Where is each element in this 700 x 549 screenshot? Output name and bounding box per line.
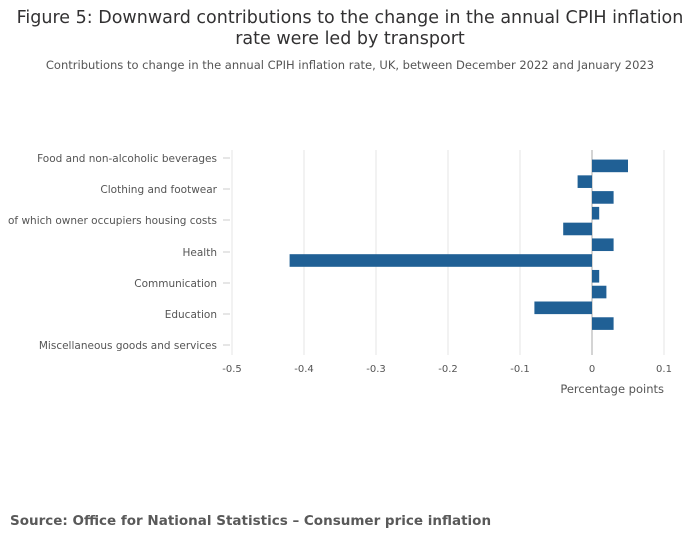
x-tick-label: 0: [589, 364, 595, 375]
bar: [592, 159, 628, 173]
category-label: Health: [183, 247, 217, 259]
category-label: Communication: [134, 278, 217, 290]
bar: [289, 254, 592, 267]
chart-subtitle: Contributions to change in the annual CP…: [45, 58, 655, 72]
category-label: Education: [165, 309, 217, 321]
bar: [592, 206, 600, 220]
x-tick-label: -0.5: [222, 364, 242, 375]
category-label: Clothing and footwear: [100, 184, 217, 196]
x-axis-title: Percentage points: [560, 382, 664, 396]
x-tick-label: 0.1: [656, 364, 672, 375]
x-tick-label: -0.4: [294, 364, 314, 375]
x-axis-ticks: -0.5 -0.4 -0.3 -0.2 -0.1 0 0.1: [222, 364, 672, 375]
category-label: of which owner occupiers housing costs: [8, 215, 217, 227]
bar: [534, 301, 592, 315]
x-tick-label: -0.2: [438, 364, 458, 375]
bar: [592, 317, 614, 330]
x-tick-label: -0.3: [366, 364, 386, 375]
chart-title: Figure 5: Downward contributions to the …: [16, 8, 684, 49]
category-label: Miscellaneous goods and services: [39, 340, 217, 352]
bar: [592, 238, 614, 252]
bar: [592, 269, 600, 283]
category-labels: Food and non-alcoholic beverages Clothing…: [8, 153, 230, 352]
bar: [592, 285, 607, 299]
source-note: Source: Office for National Statistics –…: [10, 513, 492, 529]
bar: [563, 222, 592, 236]
x-tick-label: -0.1: [510, 364, 530, 375]
bar: [592, 191, 614, 204]
bar: [577, 175, 592, 188]
bar-layer: [289, 159, 628, 330]
category-label: Food and non-alcoholic beverages: [37, 153, 217, 165]
